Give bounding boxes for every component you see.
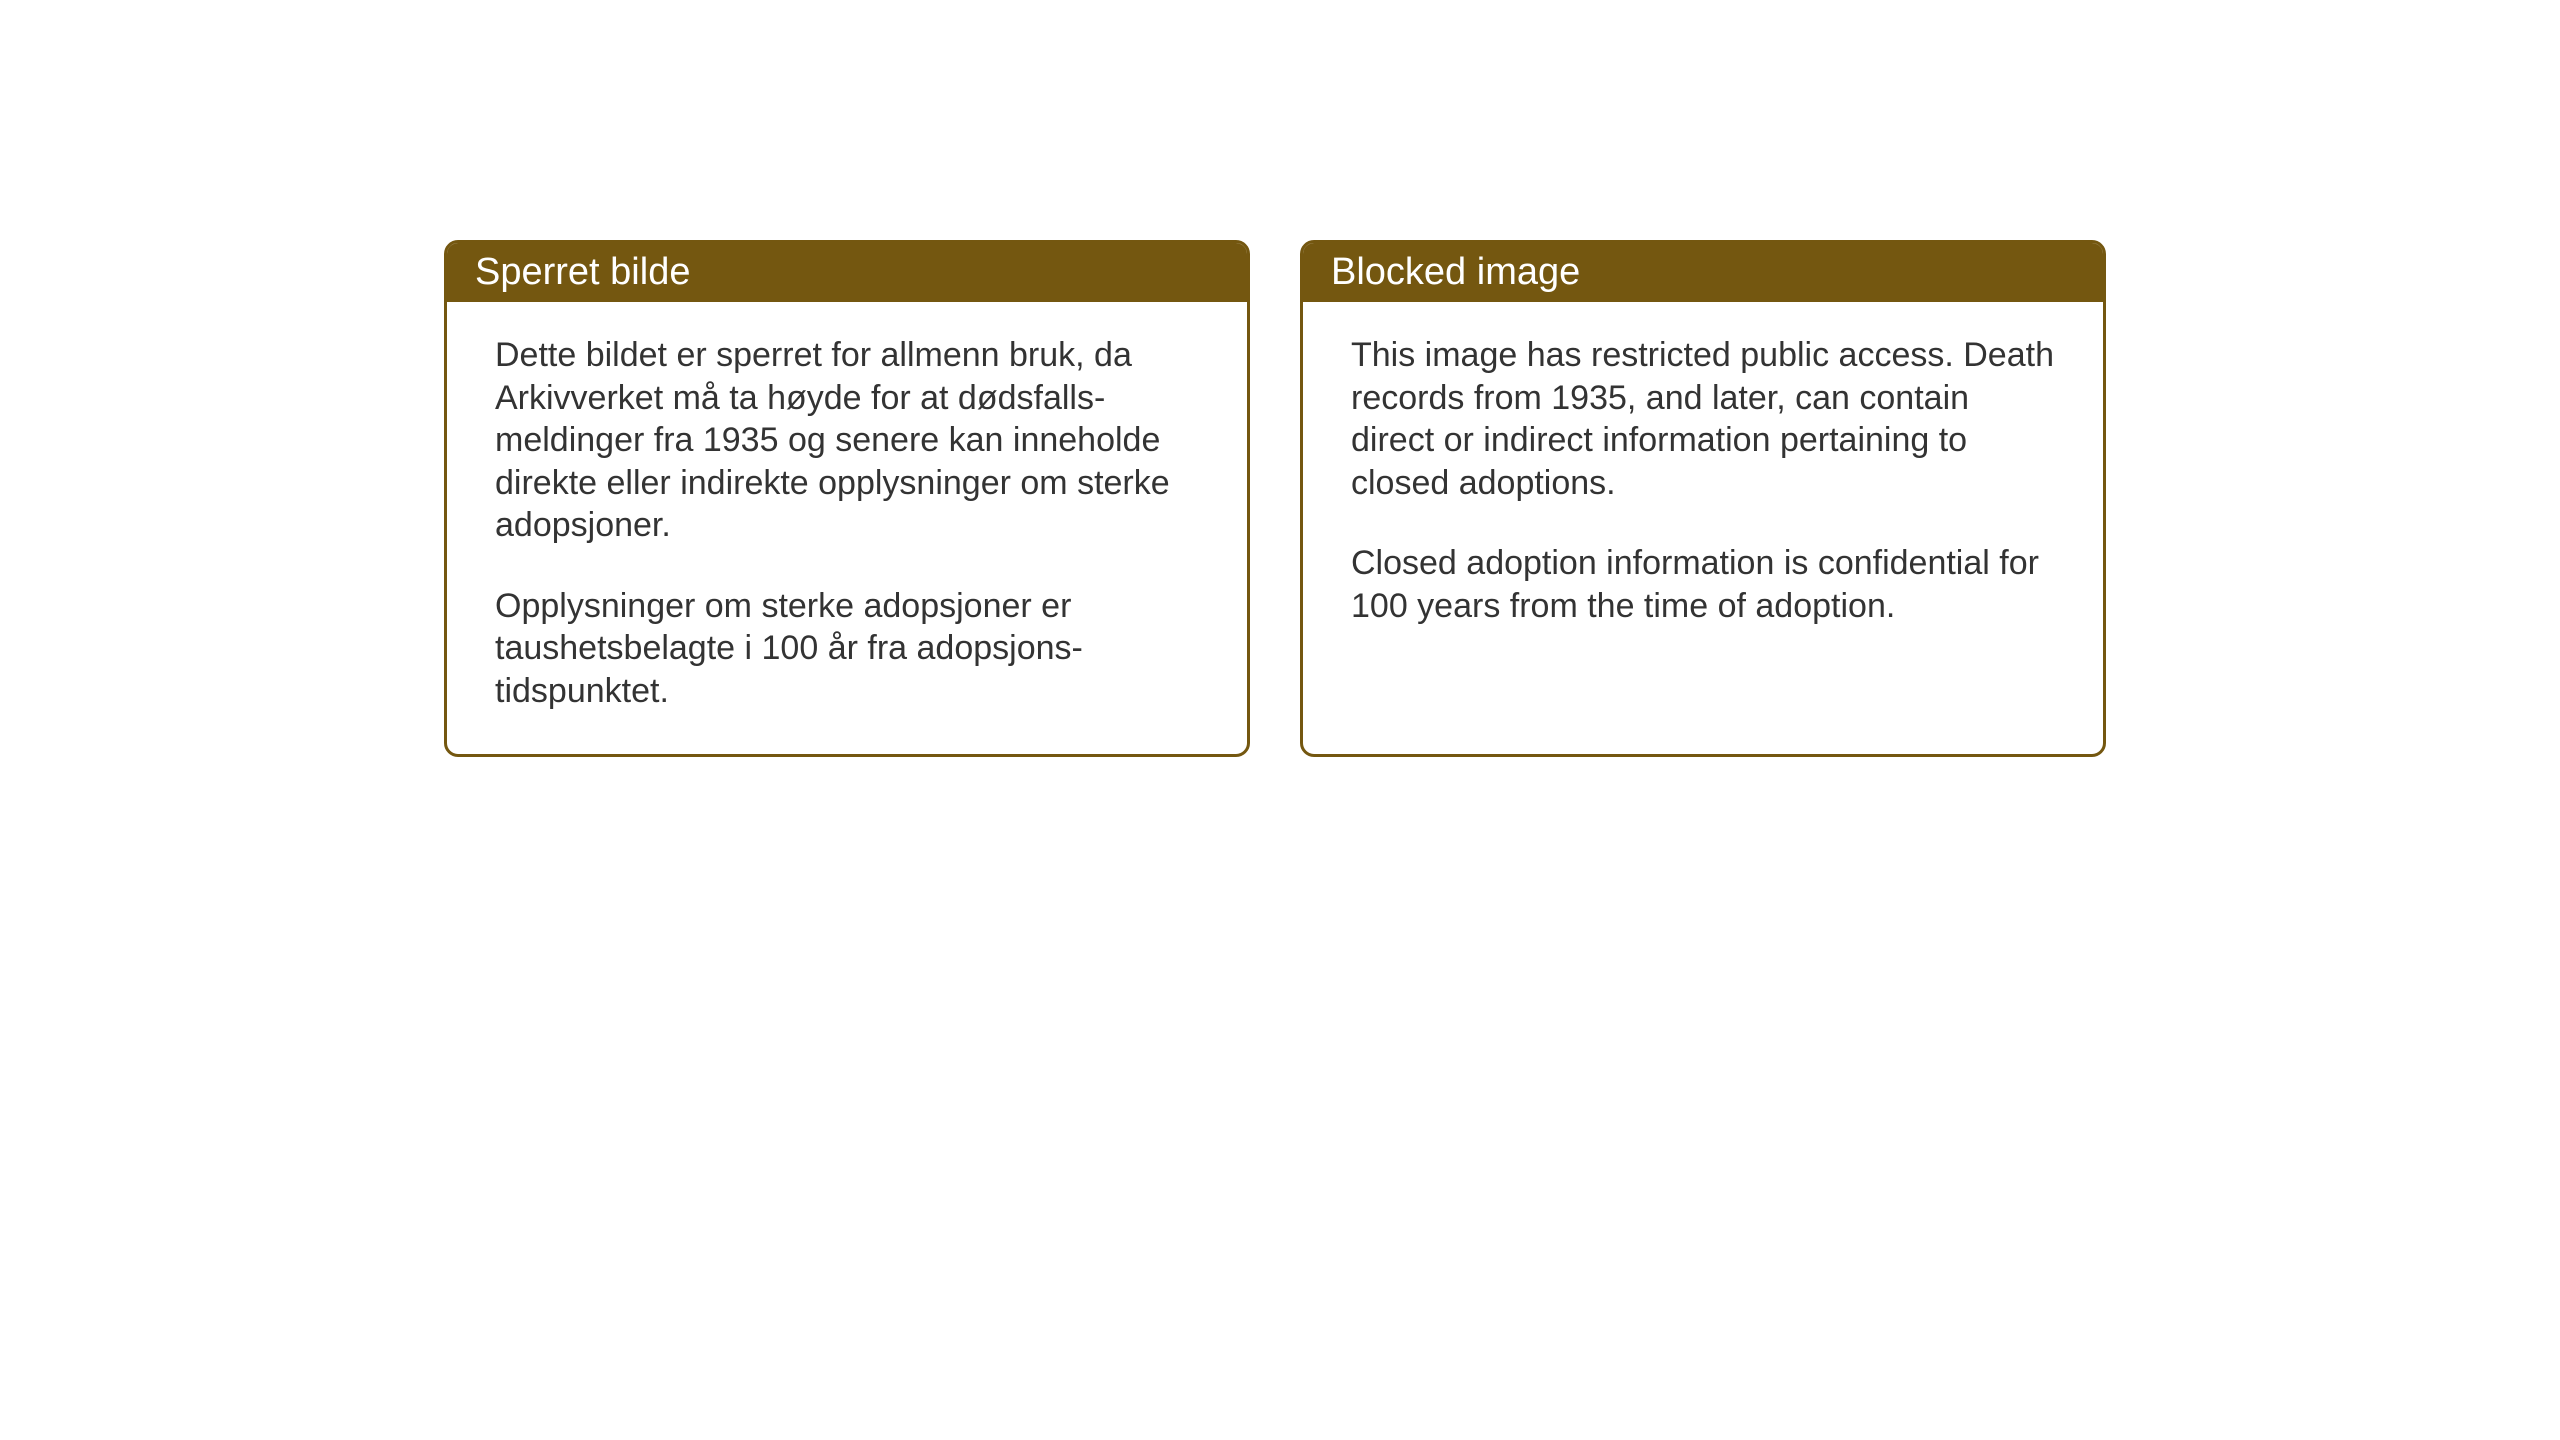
panel-norwegian: Sperret bilde Dette bildet er sperret fo… — [444, 240, 1250, 757]
header-text: Sperret bilde — [475, 251, 690, 293]
paragraph-1: This image has restricted public access.… — [1351, 334, 2055, 504]
panel-english: Blocked image This image has restricted … — [1300, 240, 2106, 757]
paragraph-1: Dette bildet er sperret for allmenn bruk… — [495, 334, 1199, 547]
header-text: Blocked image — [1331, 251, 1580, 293]
panel-body-english: This image has restricted public access.… — [1303, 302, 2103, 669]
panel-header-english: Blocked image — [1303, 243, 2103, 302]
paragraph-2: Closed adoption information is confident… — [1351, 542, 2055, 627]
panel-header-norwegian: Sperret bilde — [447, 243, 1247, 302]
panels-container: Sperret bilde Dette bildet er sperret fo… — [444, 240, 2106, 757]
panel-body-norwegian: Dette bildet er sperret for allmenn bruk… — [447, 302, 1247, 754]
paragraph-2: Opplysninger om sterke adopsjoner er tau… — [495, 585, 1199, 713]
